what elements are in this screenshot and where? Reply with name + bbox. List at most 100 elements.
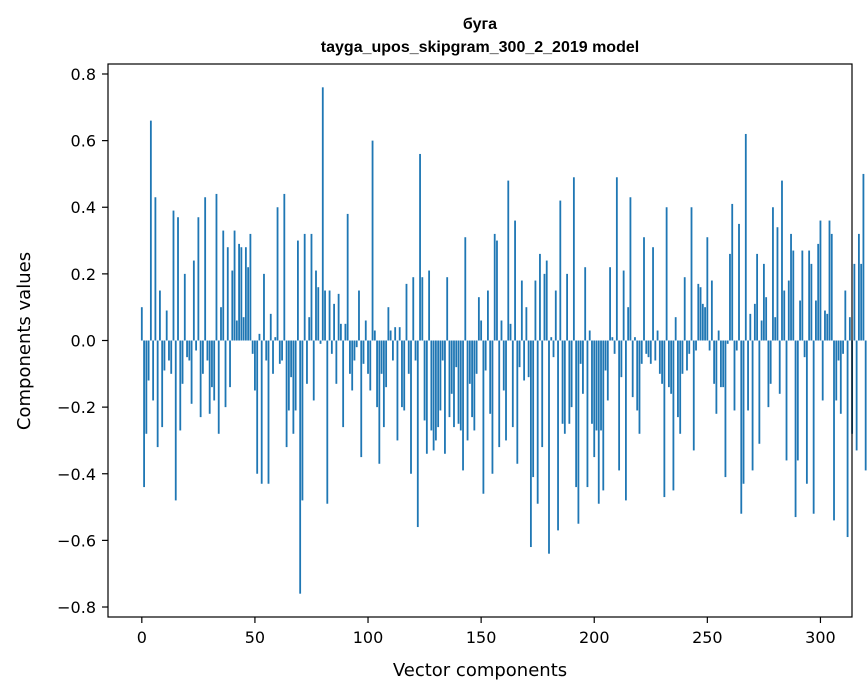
bar-104 xyxy=(376,340,378,408)
bar-55 xyxy=(265,340,268,361)
bar-239 xyxy=(681,340,684,374)
bar-188 xyxy=(566,273,568,341)
y-tick-label: 0.2 xyxy=(71,265,96,284)
bar-258 xyxy=(724,340,727,478)
bar-249 xyxy=(704,307,706,341)
bar-259 xyxy=(726,340,729,344)
bar-19 xyxy=(183,273,186,341)
bar-250 xyxy=(706,237,709,341)
bar-196 xyxy=(584,267,587,341)
bar-133 xyxy=(441,340,444,361)
bar-39 xyxy=(229,340,231,388)
bar-137 xyxy=(450,340,453,394)
bar-94 xyxy=(353,340,356,361)
bar-120 xyxy=(412,277,415,341)
bar-246 xyxy=(697,283,700,341)
bar-243 xyxy=(690,207,693,341)
bar-186 xyxy=(561,340,564,424)
bar-110 xyxy=(389,330,392,341)
bar-173 xyxy=(532,340,535,478)
bar-182 xyxy=(552,340,555,358)
bar-297 xyxy=(812,340,815,514)
bar-116 xyxy=(403,340,406,411)
bar-198 xyxy=(588,330,591,341)
bar-140 xyxy=(457,340,460,424)
bar-121 xyxy=(414,340,417,361)
bar-288 xyxy=(792,250,795,341)
bar-60 xyxy=(276,207,279,341)
bar-20 xyxy=(186,340,188,358)
bar-37 xyxy=(224,340,227,408)
bar-172 xyxy=(529,340,532,548)
bar-134 xyxy=(444,340,446,454)
bar-301 xyxy=(821,340,824,401)
bar-229 xyxy=(658,340,661,374)
bar-276 xyxy=(765,297,768,341)
bar-164 xyxy=(511,340,514,428)
y-tick-label: −0.8 xyxy=(57,598,96,617)
x-tick-label: 250 xyxy=(692,628,723,647)
bar-105 xyxy=(378,340,381,464)
bar-86 xyxy=(335,340,338,384)
bar-211 xyxy=(618,340,621,471)
bar-265 xyxy=(740,340,743,514)
bar-238 xyxy=(679,340,682,434)
bar-273 xyxy=(758,340,761,444)
bar-73 xyxy=(306,340,308,384)
bar-114 xyxy=(398,327,401,341)
bar-118 xyxy=(407,340,410,374)
bar-227 xyxy=(654,340,657,361)
bar-284 xyxy=(783,290,786,341)
bar-35 xyxy=(220,307,222,341)
y-tick-label: 0.0 xyxy=(71,332,96,351)
bar-82 xyxy=(326,340,329,504)
bar-264 xyxy=(738,223,740,341)
bar-162 xyxy=(507,180,510,341)
bar-226 xyxy=(652,247,654,341)
bar-174 xyxy=(534,280,537,341)
bar-262 xyxy=(733,340,736,411)
bar-268 xyxy=(747,340,749,411)
bar-135 xyxy=(446,277,449,341)
bar-242 xyxy=(688,340,691,354)
bar-210 xyxy=(615,177,618,341)
bar-151 xyxy=(482,340,485,494)
bar-70 xyxy=(299,340,302,594)
bar-194 xyxy=(579,340,582,364)
bar-61 xyxy=(278,340,281,364)
bar-126 xyxy=(425,340,428,454)
bar-285 xyxy=(785,340,788,461)
bar-248 xyxy=(701,303,704,341)
bar-312 xyxy=(846,340,849,538)
bar-154 xyxy=(489,340,492,414)
bar-199 xyxy=(591,340,593,424)
bar-64 xyxy=(285,340,288,448)
bar-197 xyxy=(586,340,589,488)
bar-29 xyxy=(206,340,209,361)
bar-41 xyxy=(233,230,236,341)
x-tick-label: 0 xyxy=(137,628,147,647)
bar-97 xyxy=(360,340,363,458)
bar-43 xyxy=(238,243,240,341)
bar-32 xyxy=(213,340,216,401)
bar-260 xyxy=(729,253,731,341)
bar-3 xyxy=(147,340,150,381)
bar-205 xyxy=(604,340,607,371)
bar-66 xyxy=(290,340,293,378)
bar-161 xyxy=(505,340,507,441)
bar-155 xyxy=(491,340,494,474)
bar-300 xyxy=(819,220,822,341)
bar-129 xyxy=(432,340,435,451)
bar-219 xyxy=(636,340,639,411)
y-tick-label: −0.2 xyxy=(57,398,96,417)
bar-68 xyxy=(294,340,297,411)
bar-231 xyxy=(663,340,666,498)
bar-168 xyxy=(520,280,523,341)
bar-87 xyxy=(337,293,340,341)
bar-176 xyxy=(539,253,541,341)
bar-181 xyxy=(550,337,553,341)
bar-85 xyxy=(333,303,335,341)
bar-306 xyxy=(833,340,835,521)
y-tick-label: 0.8 xyxy=(71,65,96,84)
bar-286 xyxy=(787,280,790,341)
